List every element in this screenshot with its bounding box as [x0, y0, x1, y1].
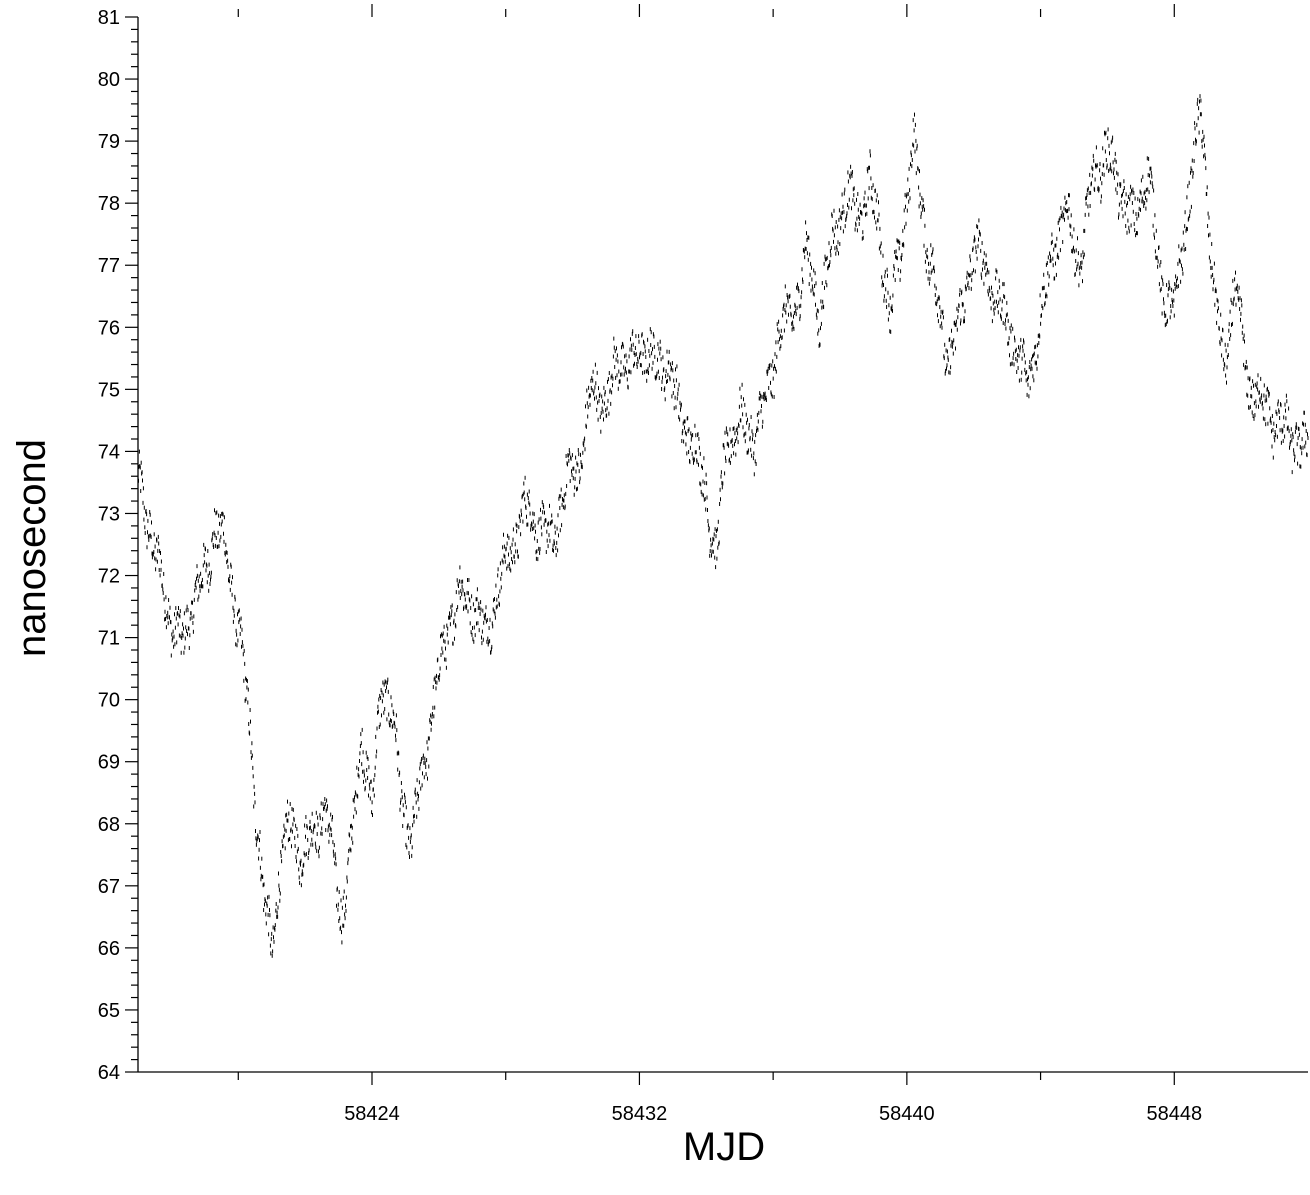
y-tick-label: 81 [98, 7, 120, 29]
y-tick-label: 66 [98, 938, 120, 960]
y-tick-label: 68 [98, 814, 120, 836]
plot-frame [137, 17, 1308, 1073]
y-tick-label: 71 [98, 628, 120, 650]
y-tick-label: 79 [98, 131, 120, 153]
y-tick-label: 72 [98, 566, 120, 588]
x-tick-label: 58440 [879, 1103, 935, 1125]
x-tick-label: 58432 [612, 1103, 668, 1125]
x-tick-label: 58448 [1146, 1103, 1202, 1125]
y-tick-label: 65 [98, 1000, 120, 1022]
y-tick-label: 64 [98, 1062, 120, 1084]
y-tick-label: 74 [98, 441, 120, 463]
y-tick-label: 78 [98, 193, 120, 215]
x-axis: 58424 58432 58440 58448 [237, 4, 1202, 1125]
y-axis: 64 65 66 67 68 69 70 71 72 73 74 75 76 77 78 79 80 81 [98, 7, 138, 1084]
x-axis-title: MJD [683, 1125, 765, 1169]
y-tick-label: 76 [98, 317, 120, 339]
data-series [137, 94, 1309, 958]
y-tick-label: 77 [98, 255, 120, 277]
y-tick-label: 80 [98, 69, 120, 91]
y-tick-label: 73 [98, 503, 120, 525]
y-tick-label: 67 [98, 876, 120, 898]
y-axis-title: nanosecond [10, 439, 54, 657]
y-tick-label: 69 [98, 752, 120, 774]
x-tick-label: 58424 [344, 1103, 400, 1125]
y-tick-label: 75 [98, 379, 120, 401]
y-tick-label: 70 [98, 690, 120, 712]
